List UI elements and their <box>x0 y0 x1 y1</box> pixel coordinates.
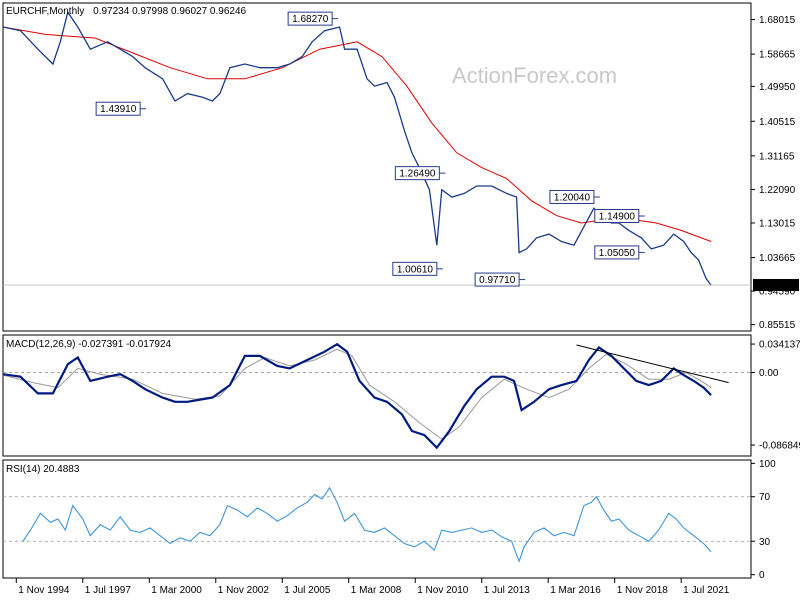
symbol-label: EURCHF,Monthly <box>6 6 84 17</box>
macd-panel: MACD(12,26,9) -0.027391 -0.017924 0.0341… <box>2 334 800 457</box>
price-axis-label: 0.85515 <box>759 320 796 331</box>
x-axis-label: 1 Jul 2013 <box>484 585 531 596</box>
price-axis-label: 1.31165 <box>759 151 795 162</box>
macd-line <box>2 342 712 450</box>
ohlc-values: 0.97234 0.97998 0.96027 0.96246 <box>93 6 246 17</box>
price-panel: ActionForex.com 1.68270 1.43910 1.26490 1.0… <box>2 2 799 332</box>
current-price-value: 0.96246 <box>757 280 794 291</box>
price-line <box>2 10 712 286</box>
annotation-label: 1.20040 <box>554 192 591 203</box>
annotation-label: 1.00610 <box>397 264 434 275</box>
price-axis-label: 1.40515 <box>759 117 796 128</box>
macd-panel-frame <box>2 334 752 457</box>
x-axis-label: 1 Mar 2016 <box>550 585 601 596</box>
x-axis-label: 1 Jul 2005 <box>284 585 331 596</box>
rsi-panel-frame <box>2 459 752 579</box>
price-panel-frame <box>2 2 752 332</box>
annotation-label: 1.43910 <box>100 104 137 115</box>
rsi-axis-label: 100 <box>759 459 776 470</box>
annotation-box <box>392 261 438 276</box>
x-axis-label: 1 Jul 1997 <box>85 585 132 596</box>
price-panel-title: EURCHF,Monthly 0.97234 0.97998 0.96027 0… <box>6 6 247 17</box>
annotation-box <box>594 208 640 223</box>
annotation-box <box>287 11 333 26</box>
rsi-axis-label: 0 <box>759 570 765 581</box>
annotation-box <box>594 245 640 260</box>
current-price-marker <box>753 278 799 291</box>
x-axis-label: 1 Mar 2008 <box>351 585 402 596</box>
macd-axis-label: 0.034137 <box>759 340 800 351</box>
macd-axis-label: -0.086849 <box>759 441 800 452</box>
annotation-label: 1.26490 <box>399 169 436 180</box>
rsi-panel: RSI(14) 20.4883 100 70 30 0 <box>2 459 776 581</box>
x-axis: 1 Nov 1994 1 Jul 1997 1 Mar 2000 1 Nov 2002… <box>15 578 730 596</box>
annotation-label: 1.05050 <box>599 248 636 259</box>
macd-signal-line <box>2 348 712 440</box>
x-axis-label: 1 Nov 2018 <box>617 585 669 596</box>
annotation-box <box>549 189 595 204</box>
price-axis-label: 1.49950 <box>759 82 796 93</box>
price-axis-label: 1.68015 <box>759 15 796 26</box>
x-axis-label: 1 Nov 2002 <box>218 585 270 596</box>
rsi-axis-label: 30 <box>759 537 771 548</box>
annotation-label: 1.14900 <box>599 211 636 222</box>
annotation-label: 1.68270 <box>292 14 329 25</box>
macd-axis-label: 0.00 <box>759 368 779 379</box>
rsi-label: RSI(14) 20.4883 <box>6 464 80 475</box>
price-axis-label: 1.58665 <box>759 50 796 61</box>
x-axis-label: 1 Jul 2021 <box>683 585 730 596</box>
watermark: ActionForex.com <box>452 63 617 88</box>
rsi-line <box>22 486 712 563</box>
macd-trendline <box>576 344 729 384</box>
rsi-axis-label: 70 <box>759 492 771 503</box>
annotation-box <box>394 166 440 181</box>
x-axis-label: 1 Mar 2000 <box>151 585 202 596</box>
x-axis-label: 1 Nov 1994 <box>18 585 70 596</box>
macd-label: MACD(12,26,9) -0.027391 -0.017924 <box>6 339 172 350</box>
annotation-box <box>95 101 141 116</box>
annotation-label: 0.97710 <box>479 275 516 286</box>
x-axis-label: 1 Nov 2010 <box>417 585 469 596</box>
price-axis-label: 1.22090 <box>759 185 796 196</box>
price-axis-label: 0.94590 <box>759 287 796 298</box>
price-axis-label: 1.13015 <box>759 218 796 229</box>
price-axis-label: 1.03665 <box>759 253 796 264</box>
annotation-box <box>474 272 520 287</box>
